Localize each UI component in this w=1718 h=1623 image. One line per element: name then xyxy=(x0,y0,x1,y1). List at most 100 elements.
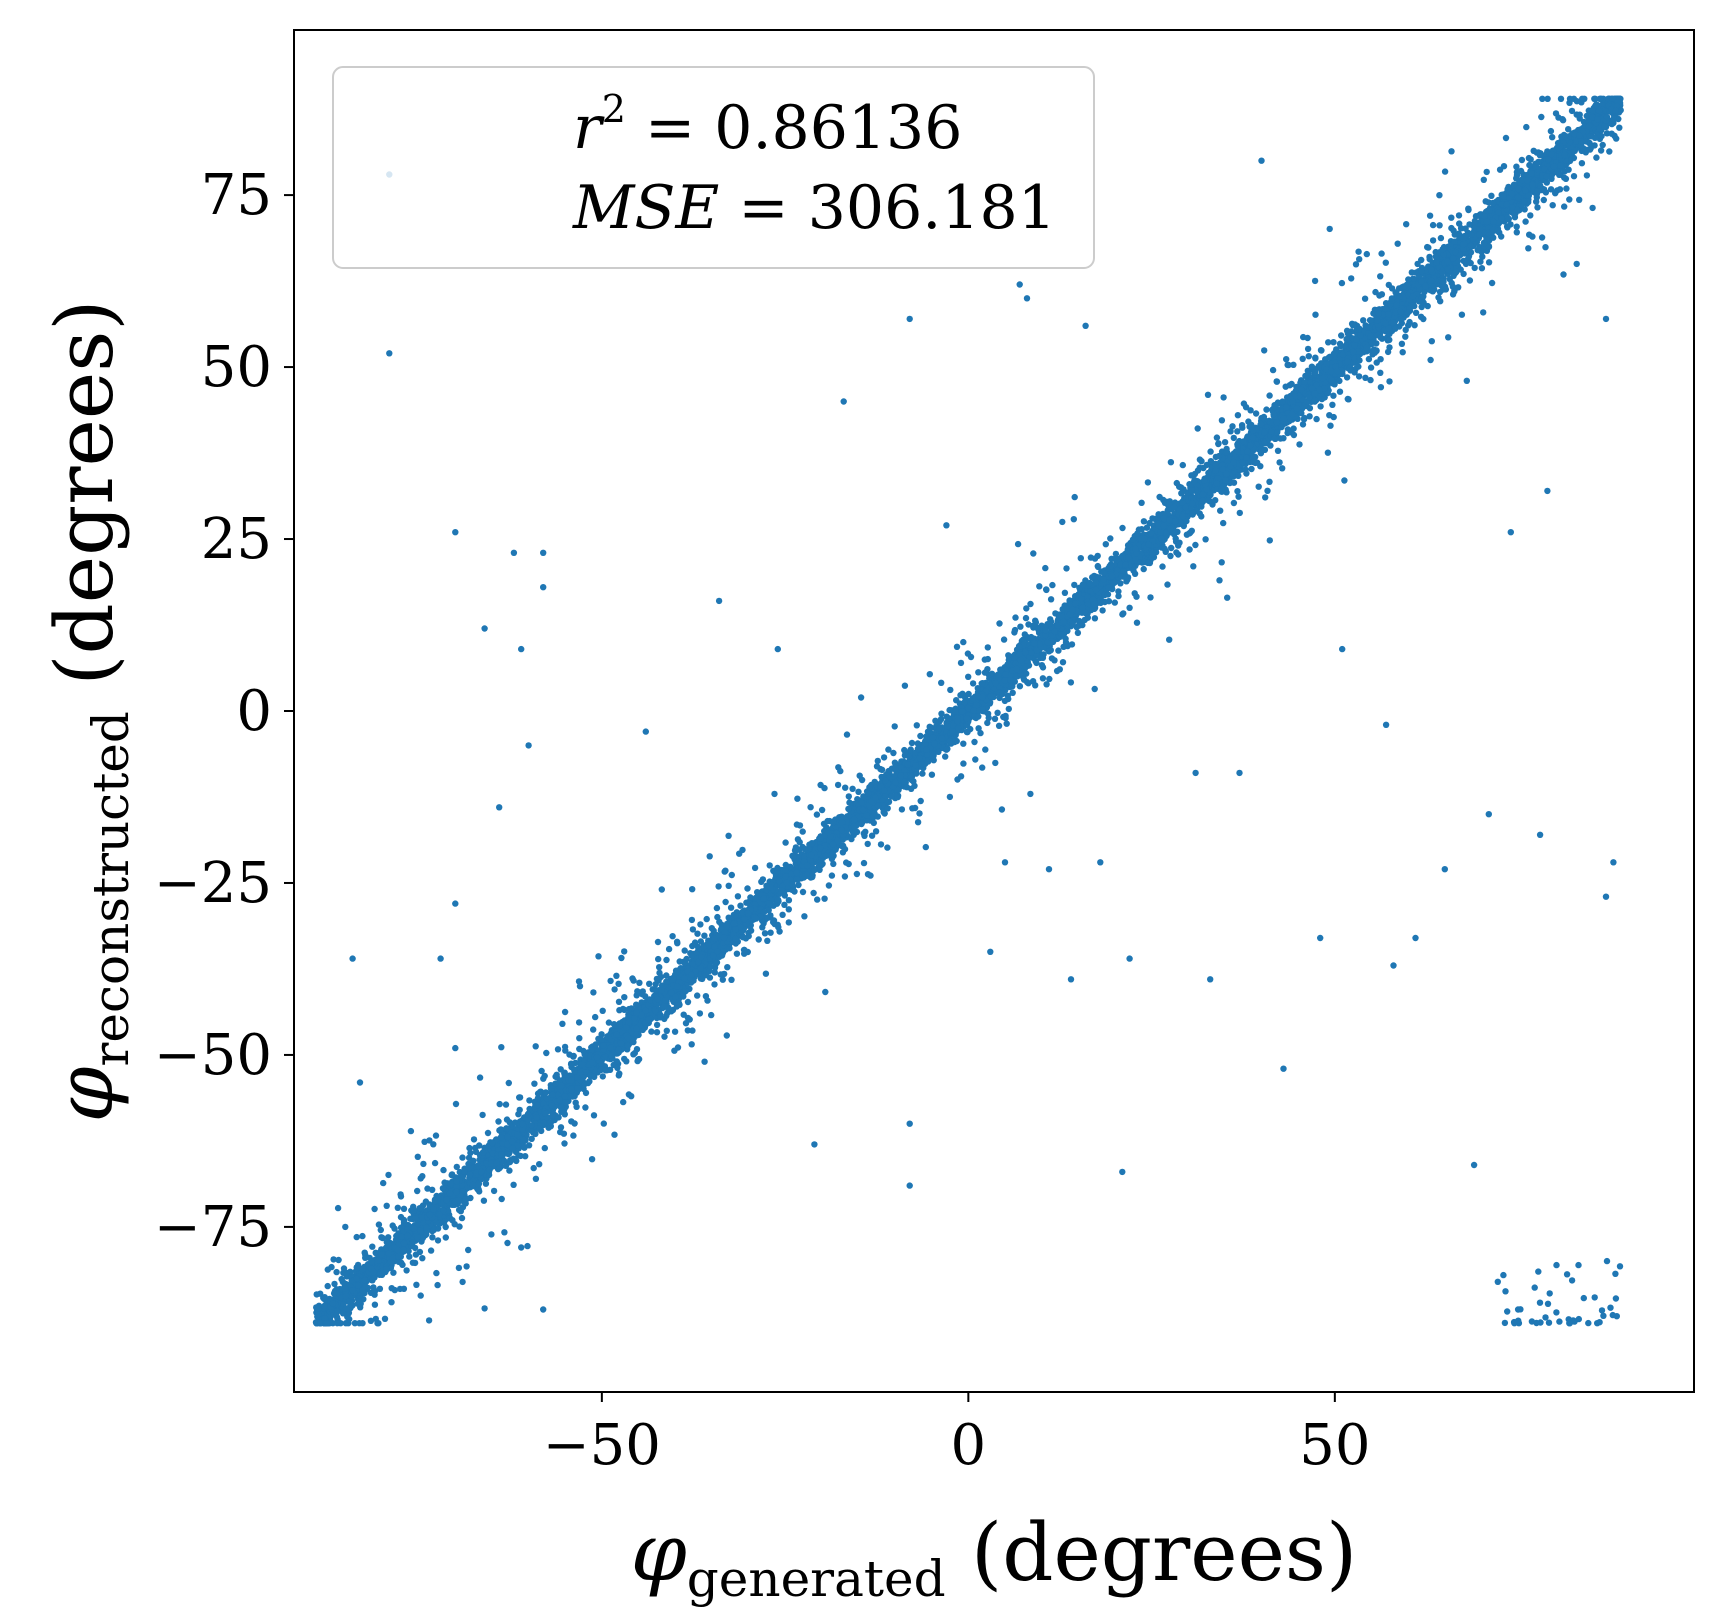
scatter-point xyxy=(1378,250,1385,257)
scatter-point xyxy=(688,916,696,924)
scatter-point xyxy=(953,643,961,650)
scatter-point xyxy=(1525,154,1533,162)
scatter-point xyxy=(1239,424,1246,431)
scatter-point xyxy=(598,1031,605,1038)
scatter-point xyxy=(429,1234,436,1241)
scatter-point xyxy=(1230,499,1238,507)
scatter-point xyxy=(681,947,688,954)
scatter-point xyxy=(1362,374,1369,381)
scatter-point xyxy=(590,989,597,996)
scatter-point xyxy=(1063,565,1070,572)
scatter-point xyxy=(1455,284,1462,291)
scatter-point xyxy=(406,1253,413,1260)
scatter-point xyxy=(722,898,729,906)
scatter-point xyxy=(984,719,991,727)
scatter-point xyxy=(353,1233,360,1241)
scatter-point xyxy=(711,969,718,976)
scatter-point xyxy=(1071,581,1078,589)
scatter-point xyxy=(1107,535,1114,542)
scatter-point xyxy=(480,1197,488,1204)
scatter-point xyxy=(1119,524,1126,532)
scatter-point xyxy=(433,1269,440,1277)
scatter-point xyxy=(841,873,849,880)
scatter-point xyxy=(1167,459,1175,466)
scatter-point xyxy=(359,1320,366,1327)
scatter-point xyxy=(1036,583,1043,590)
scatter-point xyxy=(634,1057,641,1065)
scatter-point xyxy=(570,1132,577,1139)
scatter-point xyxy=(734,893,742,900)
scatter-point xyxy=(1540,196,1548,204)
scatter-point xyxy=(703,915,710,923)
scatter-point xyxy=(1224,594,1231,601)
scatter-point xyxy=(385,1171,392,1179)
scatter-point xyxy=(532,1043,539,1050)
scatter-point xyxy=(543,1049,550,1057)
scatter-point xyxy=(463,1263,470,1270)
scatter-point xyxy=(1269,366,1277,374)
scatter-point xyxy=(1356,256,1363,263)
scatter-point xyxy=(1522,218,1529,225)
scatter-point xyxy=(456,1223,463,1230)
scatter-point xyxy=(618,954,625,962)
scatter-point xyxy=(1533,198,1540,205)
scatter-point xyxy=(1266,537,1274,544)
scatter-point xyxy=(502,1101,510,1108)
scatter-point xyxy=(1576,196,1583,203)
scatter-point xyxy=(1111,599,1119,606)
scatter-point xyxy=(723,1032,730,1039)
scatter-point xyxy=(1465,205,1472,212)
scatter-point xyxy=(1593,154,1600,161)
scatter-point xyxy=(385,1234,392,1241)
scatter-point xyxy=(381,1315,389,1323)
scatter-point xyxy=(794,795,801,802)
scatter-point xyxy=(868,832,876,839)
scatter-point xyxy=(1534,204,1541,211)
scatter-point xyxy=(515,1152,522,1159)
scatter-point xyxy=(1330,413,1337,421)
scatter-point xyxy=(488,1231,495,1238)
scatter-points xyxy=(312,95,1624,1327)
scatter-point xyxy=(671,1028,679,1035)
scatter-point xyxy=(1140,565,1147,573)
scatter-point xyxy=(1188,527,1196,534)
scatter-point xyxy=(331,1280,338,1288)
scatter-point xyxy=(1009,689,1016,696)
scatter-point xyxy=(1398,340,1406,347)
scatter-point xyxy=(525,1142,533,1149)
scatter-point xyxy=(1341,477,1348,484)
scatter-point xyxy=(1004,692,1011,699)
scatter-point xyxy=(1403,221,1410,228)
scatter-point xyxy=(799,828,806,835)
scatter-point xyxy=(1017,623,1024,630)
scatter-point xyxy=(1234,488,1241,495)
scatter-point xyxy=(1167,552,1174,560)
scatter-point xyxy=(466,1144,473,1152)
scatter-point xyxy=(1352,261,1360,268)
scatter-point xyxy=(1133,593,1140,600)
scatter-point xyxy=(531,1080,538,1087)
scatter-point xyxy=(922,843,929,851)
scatter-point xyxy=(1218,559,1225,566)
scatter-point xyxy=(960,638,967,646)
scatter-point xyxy=(376,1271,383,1279)
scatter-point xyxy=(1485,259,1493,266)
scatter-point xyxy=(1298,409,1305,417)
scatter-point xyxy=(1563,185,1570,192)
scatter-point xyxy=(972,756,979,763)
scatter-point xyxy=(1561,203,1568,210)
scatter-point xyxy=(1059,518,1066,526)
scatter-point xyxy=(864,871,872,878)
scatter-point xyxy=(1059,659,1067,666)
scatter-point xyxy=(744,885,751,892)
scatter-point xyxy=(1488,279,1496,287)
scatter-point xyxy=(1198,513,1205,520)
scatter-point xyxy=(324,1282,331,1290)
scatter-point xyxy=(1557,95,1565,103)
scatter-point xyxy=(663,956,670,964)
scatter-point xyxy=(1592,95,1599,103)
scatter-point xyxy=(846,799,853,806)
scatter-point xyxy=(1046,675,1053,683)
scatter-point xyxy=(938,679,945,686)
scatter-point xyxy=(620,1098,627,1106)
